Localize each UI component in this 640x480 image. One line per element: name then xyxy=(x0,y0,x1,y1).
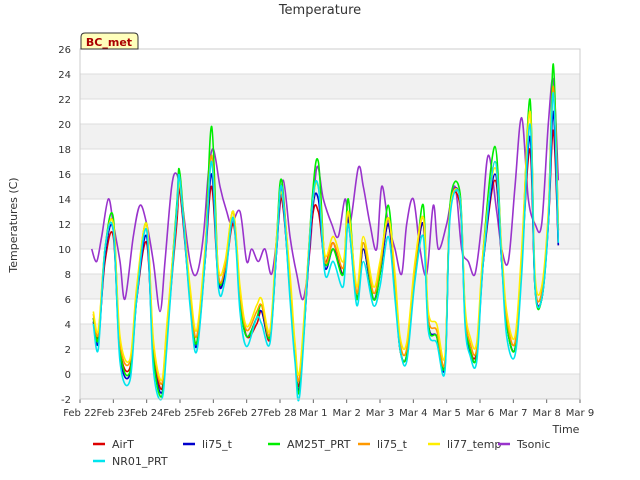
y-tick-label: 16 xyxy=(58,170,71,181)
plot-band xyxy=(80,324,580,349)
x-tick-label: Feb 23 xyxy=(97,408,131,419)
y-tick-label: 26 xyxy=(58,45,71,56)
x-tick-label: Mar 1 xyxy=(299,408,327,419)
x-tick-label: Mar 2 xyxy=(332,408,360,419)
y-tick-label: 6 xyxy=(65,295,71,306)
legend: AirT li75_t AM25T_PRT li75_t li77_temp Tsonic… xyxy=(93,438,550,468)
x-tick-label: Mar 8 xyxy=(532,408,560,419)
plot-band xyxy=(80,124,580,149)
y-tick-label: 18 xyxy=(58,145,71,156)
chart-title: Temperature xyxy=(278,3,361,18)
legend-label: AM25T_PRT xyxy=(287,438,351,451)
station-label-box: BC_met xyxy=(80,32,139,50)
x-tick-label: Feb 24 xyxy=(130,408,164,419)
x-tick-label: Feb 27 xyxy=(230,408,264,419)
plot-frame xyxy=(79,48,581,400)
plot-band xyxy=(80,174,580,199)
y-tick-label: 12 xyxy=(58,220,71,231)
legend-label: li77_temp xyxy=(447,438,501,451)
legend-label: AirT xyxy=(112,438,134,451)
x-tick-label: Feb 25 xyxy=(163,408,197,419)
y-tick-label: 2 xyxy=(65,345,71,356)
x-tick-label: Mar 6 xyxy=(466,408,494,419)
y-tick-label: 4 xyxy=(65,320,71,331)
y-tick-label: 8 xyxy=(65,270,71,281)
x-tick-label: Mar 4 xyxy=(399,408,427,419)
legend-label: NR01_PRT xyxy=(112,455,168,468)
y-tick-label: 14 xyxy=(58,195,71,206)
x-tick-label: Feb 28 xyxy=(263,408,297,419)
y-tick-label: 0 xyxy=(65,370,71,381)
legend-label: li75_t xyxy=(202,438,233,451)
x-tick-label: Mar 7 xyxy=(499,408,527,419)
x-tick-label: Feb 26 xyxy=(197,408,231,419)
x-axis-ticks: Feb 22 Feb 23 Feb 24 Feb 25 Feb 26 Feb 27 Feb … xyxy=(63,399,594,419)
y-tick-label: 22 xyxy=(58,95,71,106)
series-lines xyxy=(90,63,560,402)
x-tick-label: Feb 22 xyxy=(63,408,97,419)
y-tick-label: -2 xyxy=(61,395,71,406)
y-tick-label: 20 xyxy=(58,120,71,131)
x-tick-label: Mar 9 xyxy=(566,408,594,419)
station-label: BC_met xyxy=(86,36,132,49)
legend-label: Tsonic xyxy=(516,438,550,451)
y-tick-label: 10 xyxy=(58,245,71,256)
y-axis-label: Temperatures (C) xyxy=(7,177,20,273)
x-tick-label: Mar 3 xyxy=(366,408,394,419)
series-line xyxy=(90,77,560,313)
y-tick-label: 24 xyxy=(58,70,71,81)
legend-label: li75_t xyxy=(377,438,408,451)
plot-band xyxy=(80,74,580,99)
x-tick-label: Mar 5 xyxy=(432,408,460,419)
x-axis-label: Time xyxy=(552,423,580,436)
series-line xyxy=(92,91,560,402)
